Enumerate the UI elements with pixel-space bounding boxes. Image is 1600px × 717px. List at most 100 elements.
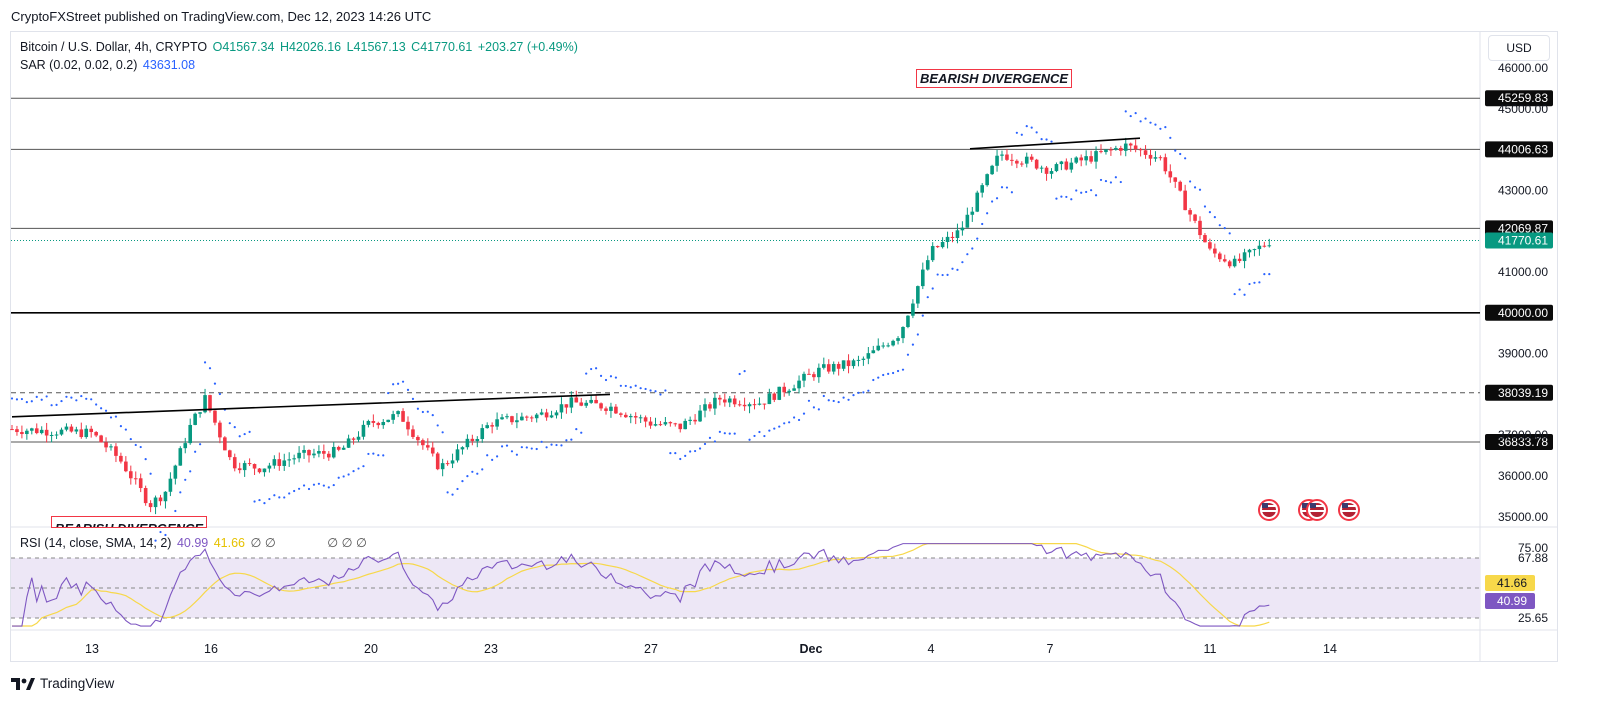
level-price-tag	[1485, 90, 1553, 107]
candle-body	[10, 429, 14, 431]
y-tick-label: 39000.00	[1498, 347, 1548, 361]
sar-dot	[129, 437, 132, 441]
candle-body	[1069, 162, 1074, 170]
rsi-tick-label: 67.88	[1518, 551, 1548, 565]
candle-body	[762, 403, 767, 405]
candle-body	[925, 260, 930, 270]
candle-body	[79, 429, 84, 438]
sar-dot	[901, 368, 905, 371]
sar-dot	[946, 273, 949, 277]
sar-dot	[1213, 215, 1216, 219]
sar-dot	[624, 384, 627, 388]
sar-dot	[60, 399, 63, 403]
candle-body	[44, 429, 49, 436]
currency-button[interactable]: USD	[1488, 35, 1550, 61]
close-value: C41770.61	[411, 40, 473, 54]
rsi-label[interactable]: RSI (14, close, SMA, 14, 2)	[20, 536, 172, 550]
sar-dot	[703, 442, 707, 446]
symbol-name[interactable]: Bitcoin / U.S. Dollar, 4h, CRYPTO	[20, 40, 208, 54]
candle-body	[757, 403, 762, 405]
flag-stripe	[1262, 505, 1276, 507]
candle-body	[470, 438, 475, 442]
us-flag-icon[interactable]	[1338, 499, 1360, 521]
us-flag-icon[interactable]	[1258, 499, 1280, 521]
flag-stripe	[1342, 510, 1356, 512]
candle-body	[30, 428, 34, 431]
sar-dot	[322, 484, 325, 487]
sar-dot	[35, 395, 38, 398]
candle-body	[475, 439, 480, 442]
sar-dot	[446, 491, 449, 494]
candle-body	[495, 419, 499, 427]
candle-body	[1015, 160, 1019, 164]
sar-dot	[1248, 282, 1251, 286]
sar-label[interactable]: SAR (0.02, 0.02, 0.2)	[20, 58, 138, 72]
low-value: L41567.13	[346, 40, 406, 54]
sar-dot	[723, 432, 726, 435]
us-flag-icon[interactable]	[1306, 499, 1328, 521]
sar-dot	[1060, 195, 1063, 198]
sar-dot	[530, 447, 533, 450]
candle-body	[767, 393, 772, 405]
sar-dot	[936, 273, 939, 276]
candle-body	[747, 404, 752, 407]
candle-body	[1128, 143, 1133, 146]
sar-dot	[614, 376, 618, 379]
sar-dot	[1253, 281, 1256, 284]
candle-body	[653, 424, 658, 426]
candle-body	[1148, 154, 1153, 159]
change-value: +203.27 (+0.49%)	[477, 40, 578, 54]
bearish-divergence-top[interactable]: BEARISH DIVERGENCE	[916, 69, 1073, 88]
candle-body	[797, 380, 801, 389]
candle-body	[955, 230, 960, 239]
candle-body	[891, 340, 895, 346]
candle-body	[396, 411, 400, 415]
sar-dot	[1189, 180, 1192, 183]
candle-body	[376, 422, 381, 426]
chart-frame	[10, 31, 1558, 662]
rsi-tick-label: 75.00	[1518, 541, 1548, 555]
candle-body	[262, 468, 267, 473]
candle-body	[89, 428, 93, 433]
candle-body	[866, 353, 871, 359]
candle-body	[896, 338, 900, 341]
tradingview-logo[interactable]: TradingView	[11, 676, 114, 691]
level-price-label: 40000.00	[1498, 306, 1548, 320]
sar-dot	[164, 533, 167, 537]
candle-body	[302, 449, 306, 453]
sar-dot	[560, 444, 563, 447]
candle-body	[1138, 149, 1143, 151]
candle-body	[346, 438, 351, 448]
candle-body	[643, 417, 648, 422]
candle-body	[1099, 151, 1103, 153]
sar-dot	[961, 261, 964, 264]
candle-body	[990, 165, 994, 175]
candle-body	[604, 408, 608, 411]
sar-dot	[134, 443, 137, 447]
sar-dot	[629, 386, 632, 389]
candle-body	[99, 435, 103, 443]
sar-dot	[807, 399, 811, 402]
candle-body	[49, 434, 54, 436]
sar-dot	[822, 394, 825, 398]
level-price-tag	[1485, 141, 1553, 158]
sar-dot	[599, 374, 603, 377]
sar-dot	[842, 396, 845, 399]
sar-dot	[1154, 123, 1157, 126]
candle-body	[663, 422, 668, 425]
sar-dot	[1223, 227, 1226, 230]
candle-body	[1005, 154, 1009, 160]
candle-body	[906, 315, 910, 328]
candle-body	[1024, 156, 1029, 164]
candle-body	[64, 426, 69, 430]
sar-dot	[45, 395, 48, 398]
candle-body	[1143, 150, 1148, 155]
sar-dot	[956, 268, 959, 271]
high-value: H42026.16	[279, 40, 342, 54]
bearish-divergence-bottom[interactable]: BEARISH DIVERGENCE	[51, 516, 208, 528]
sar-dot	[65, 395, 68, 398]
candle-body	[970, 211, 975, 215]
sar-dot	[486, 454, 489, 457]
sar-dot	[793, 416, 796, 419]
